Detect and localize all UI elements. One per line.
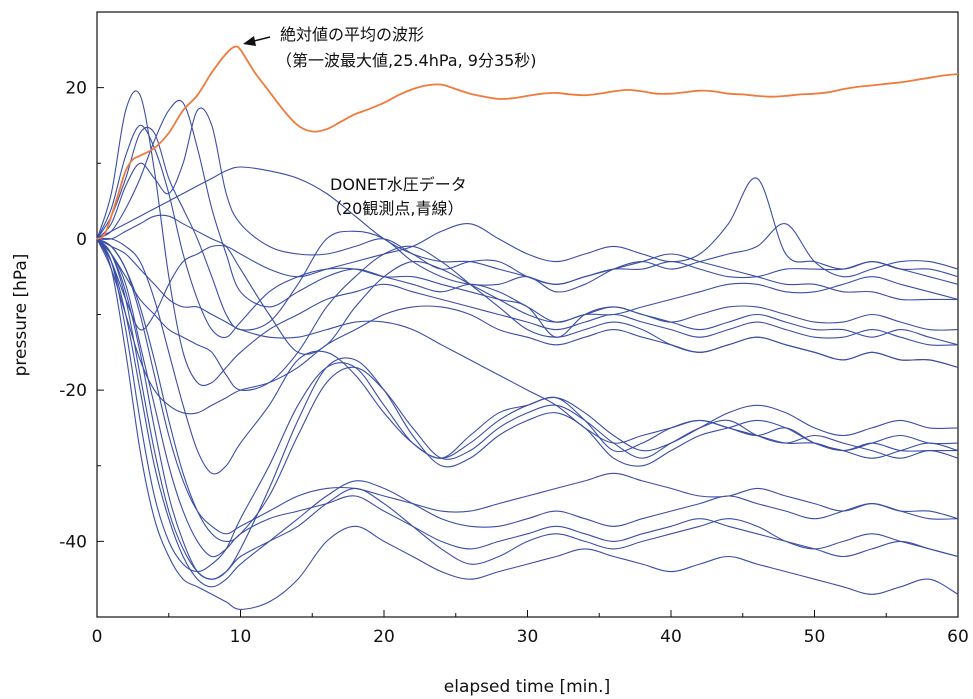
x-tick-label: 10 xyxy=(230,627,252,647)
station-series-line-19 xyxy=(96,238,959,535)
x-tick-label: 40 xyxy=(660,627,682,647)
x-tick-label: 60 xyxy=(947,627,969,647)
y-tick-label: 0 xyxy=(76,230,87,250)
y-tick-label: -20 xyxy=(59,381,87,401)
annotation-mean-line2: （第一波最大値,25.4hPa, 9分35秒) xyxy=(276,51,537,70)
y-axis-label: pressure [hPa] xyxy=(11,254,31,377)
station-series-group xyxy=(96,90,959,610)
x-tick-label: 50 xyxy=(804,627,826,647)
x-tick-label: 20 xyxy=(373,627,395,647)
station-series-line-7 xyxy=(96,166,958,301)
mean-abs-series-group xyxy=(96,45,959,240)
station-series-line-17 xyxy=(96,238,959,580)
station-series-line-16 xyxy=(96,238,959,588)
station-series-line-8 xyxy=(96,214,959,355)
station-series-line-10 xyxy=(96,238,959,415)
station-series-line-4 xyxy=(96,90,959,387)
station-series-line-6 xyxy=(96,177,959,331)
annotation-mean-line1: 絶対値の平均の波形 xyxy=(280,25,424,44)
y-tick-label: 20 xyxy=(65,79,87,99)
axis-ticks: 0 10 20 30 40 50 60 -40 -20 0 20 xyxy=(59,11,969,647)
mean-abs-series-line xyxy=(96,45,959,240)
plot-area: 0 10 20 30 40 50 60 -40 -20 0 20 xyxy=(59,11,969,647)
station-series-line-15 xyxy=(96,238,959,573)
annotation-stations: DONET水圧データ （20観測点,青線） xyxy=(326,175,467,218)
station-series-line-2 xyxy=(96,124,959,339)
station-series-line-1 xyxy=(96,99,959,323)
x-axis-label: elapsed time [min.] xyxy=(444,677,610,697)
station-series-line-20 xyxy=(96,238,959,558)
x-tick-label: 30 xyxy=(517,627,539,647)
arrowhead-icon xyxy=(243,36,256,46)
annotation-stations-line1: DONET水圧データ xyxy=(330,175,467,194)
station-series-line-5 xyxy=(96,126,959,331)
station-series-line-11 xyxy=(96,238,958,452)
station-series-line-14 xyxy=(96,238,959,580)
x-tick-label: 0 xyxy=(92,627,103,647)
y-tick-label: -40 xyxy=(59,532,87,552)
station-series-line-3 xyxy=(96,107,959,285)
station-series-line-13 xyxy=(96,238,959,542)
annotation-stations-line2: （20観測点,青線） xyxy=(326,199,463,218)
station-series-line-18 xyxy=(96,238,959,610)
annotation-mean: 絶対値の平均の波形 （第一波最大値,25.4hPa, 9分35秒) xyxy=(243,25,537,70)
